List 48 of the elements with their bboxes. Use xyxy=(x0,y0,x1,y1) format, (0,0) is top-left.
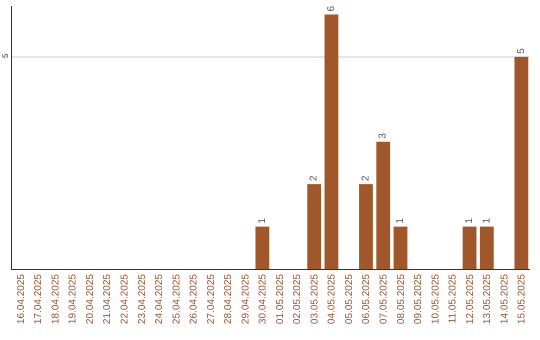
x-tick-label: 06.05.2025 xyxy=(361,274,372,324)
data-label: 3 xyxy=(378,132,389,139)
x-tick-label: 28.04.2025 xyxy=(223,274,234,324)
bar xyxy=(376,142,390,269)
bar xyxy=(394,226,408,269)
data-label: 1 xyxy=(256,218,268,224)
x-tick-label: 17.04.2025 xyxy=(33,274,44,324)
data-label: 2 xyxy=(308,175,320,182)
x-tick-label: 30.04.2025 xyxy=(258,274,269,324)
x-tick-label: 03.05.2025 xyxy=(309,274,320,324)
x-tick-label: 16.04.2025 xyxy=(16,274,27,324)
x-tick-label: 05.05.2025 xyxy=(344,274,355,324)
x-tick-label: 20.04.2025 xyxy=(84,274,96,324)
bar xyxy=(480,226,494,269)
x-tick-label: 04.05.2025 xyxy=(326,274,338,324)
bar xyxy=(514,56,528,269)
x-tick-label: 10.05.2025 xyxy=(430,274,442,324)
x-tick-label: 11.05.2025 xyxy=(448,274,459,324)
x-tick-label: 29.04.2025 xyxy=(240,274,252,324)
x-tick-label: 23.04.2025 xyxy=(136,274,148,324)
x-tick-label: 22.04.2025 xyxy=(119,274,130,324)
bar xyxy=(359,184,373,269)
x-tick-label: 19.04.2025 xyxy=(68,274,79,324)
x-tick-label: 08.05.2025 xyxy=(396,274,407,324)
data-label: 6 xyxy=(326,5,337,12)
data-label: 1 xyxy=(481,218,492,224)
x-tick-label: 27.04.2025 xyxy=(206,274,217,324)
x-tick-label: 07.05.2025 xyxy=(378,274,390,324)
x-tick-label: 15.05.2025 xyxy=(516,274,528,324)
x-tick-label: 24.04.2025 xyxy=(154,274,166,324)
bar xyxy=(255,226,270,269)
x-tick-label: 14.05.2025 xyxy=(499,274,510,324)
data-label: 5 xyxy=(516,48,527,54)
bar xyxy=(324,14,338,269)
x-tick-label: 13.05.2025 xyxy=(482,274,494,324)
x-tick-label: 09.05.2025 xyxy=(413,274,424,324)
x-tick-label: 25.04.2025 xyxy=(171,274,182,324)
data-label: 1 xyxy=(395,218,406,224)
x-tick-label: 18.04.2025 xyxy=(50,274,62,324)
x-tick-label: 01.05.2025 xyxy=(274,274,286,324)
data-label: 1 xyxy=(464,218,476,224)
x-tick-label: 02.05.2025 xyxy=(292,274,304,324)
x-tick-label: 21.04.2025 xyxy=(102,274,114,324)
x-tick-label: 26.04.2025 xyxy=(188,274,200,324)
data-label: 2 xyxy=(360,175,372,182)
x-tick-label: 12.05.2025 xyxy=(464,274,476,324)
bar xyxy=(462,226,476,269)
bar xyxy=(307,184,322,269)
